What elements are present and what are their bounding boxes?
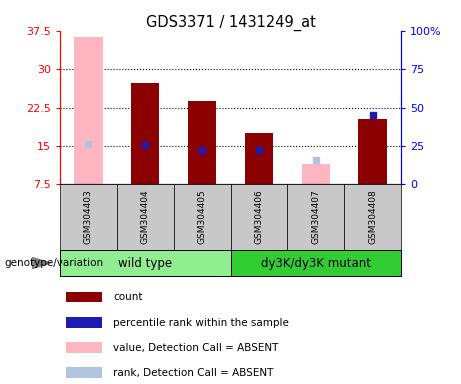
Bar: [66, 291, 101, 302]
Title: GDS3371 / 1431249_at: GDS3371 / 1431249_at: [146, 15, 315, 31]
Text: rank, Detection Call = ABSENT: rank, Detection Call = ABSENT: [113, 368, 274, 378]
Bar: [188, 101, 216, 184]
Bar: [66, 343, 101, 353]
Text: GSM304407: GSM304407: [311, 190, 320, 244]
Text: genotype/variation: genotype/variation: [5, 258, 104, 268]
Text: GSM304406: GSM304406: [254, 190, 263, 244]
Bar: [131, 83, 160, 184]
Text: wild type: wild type: [118, 257, 172, 270]
Text: GSM304404: GSM304404: [141, 190, 150, 244]
Bar: [245, 132, 273, 184]
Bar: [66, 318, 101, 328]
Bar: [74, 37, 102, 184]
Text: GSM304405: GSM304405: [198, 190, 207, 244]
Text: count: count: [113, 292, 143, 302]
Bar: [358, 119, 387, 184]
Bar: [301, 164, 330, 184]
Text: GSM304403: GSM304403: [84, 190, 93, 244]
Text: dy3K/dy3K mutant: dy3K/dy3K mutant: [261, 257, 371, 270]
Text: value, Detection Call = ABSENT: value, Detection Call = ABSENT: [113, 343, 279, 353]
Bar: [66, 367, 101, 378]
Text: GSM304408: GSM304408: [368, 190, 377, 244]
Text: percentile rank within the sample: percentile rank within the sample: [113, 318, 290, 328]
Polygon shape: [32, 258, 51, 268]
